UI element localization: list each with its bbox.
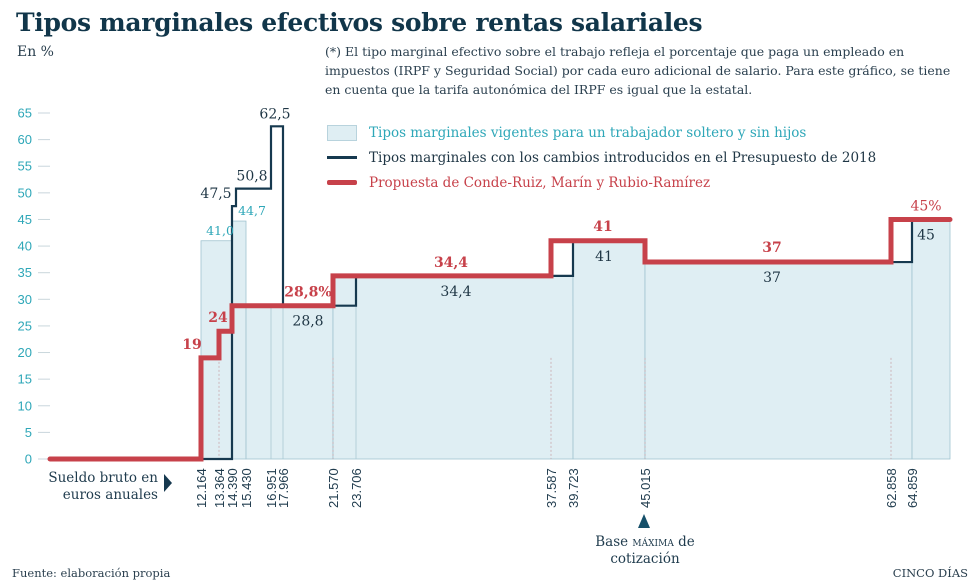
- budget-2018-label: 28,8: [292, 314, 323, 330]
- current-rate-bar: [245, 305, 334, 460]
- unit-label: En %: [17, 44, 54, 60]
- x-tick-label: 16.951: [264, 468, 279, 508]
- x-tick-label: 39.723: [566, 468, 581, 508]
- chart-title: Tipos marginales efectivos sobre rentas …: [16, 8, 703, 37]
- base-maxima-annotation: Base máxima de cotización: [570, 534, 720, 568]
- proposal-label: 37: [762, 240, 781, 256]
- budget-2018-label: 62,5: [259, 106, 290, 122]
- legend-item-proposal: Propuesta de Conde-Ruiz, Marín y Rubio-R…: [327, 170, 876, 195]
- y-tick-label: 25: [18, 318, 32, 333]
- budget-2018-label: 50,8: [236, 169, 267, 185]
- proposal-label: 24: [208, 310, 228, 326]
- source-note: Fuente: elaboración propia: [12, 566, 171, 580]
- y-tick-label: 65: [18, 106, 32, 121]
- legend-swatch-red-line: [327, 180, 357, 185]
- current-rate-bar: [911, 219, 951, 460]
- y-tick-label: 5: [25, 425, 32, 440]
- y-tick-label: 60: [18, 132, 32, 147]
- proposal-label: 45%: [910, 198, 941, 214]
- proposal-label: 34,4: [434, 255, 468, 271]
- legend-item-current: Tipos marginales vigentes para un trabaj…: [327, 120, 876, 145]
- legend-item-budget-2018: Tipos marginales con los cambios introdu…: [327, 145, 876, 170]
- x-tick-label: 21.570: [326, 468, 341, 508]
- legend: Tipos marginales vigentes para un trabaj…: [327, 120, 876, 195]
- current-rate-bar: [231, 220, 247, 460]
- current-rate-bar: [644, 261, 913, 460]
- y-tick-label: 45: [18, 212, 32, 227]
- current-rate-bar: [572, 240, 646, 460]
- current-rate-label: 44,7: [238, 203, 266, 218]
- budget-2018-label: 41: [595, 249, 613, 265]
- legend-swatch-dark-line: [327, 156, 357, 159]
- x-tick-label: 64.859: [905, 468, 920, 508]
- x-tick-label: 15.430: [239, 468, 254, 508]
- budget-2018-label: 45: [917, 227, 935, 243]
- y-tick-label: 50: [18, 185, 32, 200]
- y-tick-label: 30: [18, 292, 32, 307]
- y-tick-label: 15: [18, 372, 32, 387]
- triangle-up-icon: [638, 514, 650, 528]
- x-tick-label: 62.858: [884, 468, 899, 508]
- annotation-caps: máxima: [632, 534, 674, 550]
- x-tick-label: 13.364: [212, 468, 227, 508]
- annotation-line2: cotización: [610, 551, 680, 567]
- x-tick-label: 14.390: [225, 468, 240, 508]
- proposal-label: 41: [593, 219, 612, 235]
- current-rate-bar: [332, 275, 574, 460]
- legend-swatch-fill: [327, 124, 357, 141]
- methodology-note: (*) El tipo marginal efectivo sobre el t…: [325, 44, 951, 97]
- proposal-label: 19: [182, 337, 201, 353]
- x-axis-caption-line2: euros anuales: [62, 487, 158, 503]
- y-tick-label: 35: [18, 265, 32, 280]
- proposal-line: [47, 216, 953, 462]
- y-tick-label: 10: [18, 398, 32, 413]
- x-tick-label: 23.706: [349, 468, 364, 508]
- budget-2018-label: 34,4: [440, 284, 471, 300]
- x-axis-caption-line1: Sueldo bruto en: [48, 470, 158, 486]
- y-tick-label: 20: [18, 345, 32, 360]
- budget-2018-label: 47,5: [200, 186, 231, 202]
- current-rate-label: 41,0: [206, 223, 234, 238]
- legend-label: Propuesta de Conde-Ruiz, Marín y Rubio-R…: [369, 174, 711, 191]
- x-tick-label: 37.587: [544, 468, 559, 508]
- y-tick-label: 0: [25, 452, 32, 467]
- budget-2018-label: 37: [763, 270, 781, 286]
- annotation-pre: Base: [595, 534, 633, 550]
- x-tick-label: 45.015: [638, 468, 653, 508]
- y-tick-label: 55: [18, 159, 32, 174]
- legend-label: Tipos marginales vigentes para un trabaj…: [369, 124, 807, 141]
- x-tick-label: 12.164: [194, 468, 209, 508]
- proposal-label: 28,8%: [284, 285, 331, 301]
- legend-label: Tipos marginales con los cambios introdu…: [369, 149, 877, 166]
- y-tick-label: 40: [18, 239, 32, 254]
- x-tick-label: 17.966: [276, 468, 291, 508]
- annotation-post: de: [673, 534, 695, 550]
- x-axis-caption: Sueldo bruto en euros anuales: [40, 470, 158, 504]
- play-arrow-icon: [164, 474, 172, 492]
- brand-logo: CINCO DÍAS: [892, 566, 968, 580]
